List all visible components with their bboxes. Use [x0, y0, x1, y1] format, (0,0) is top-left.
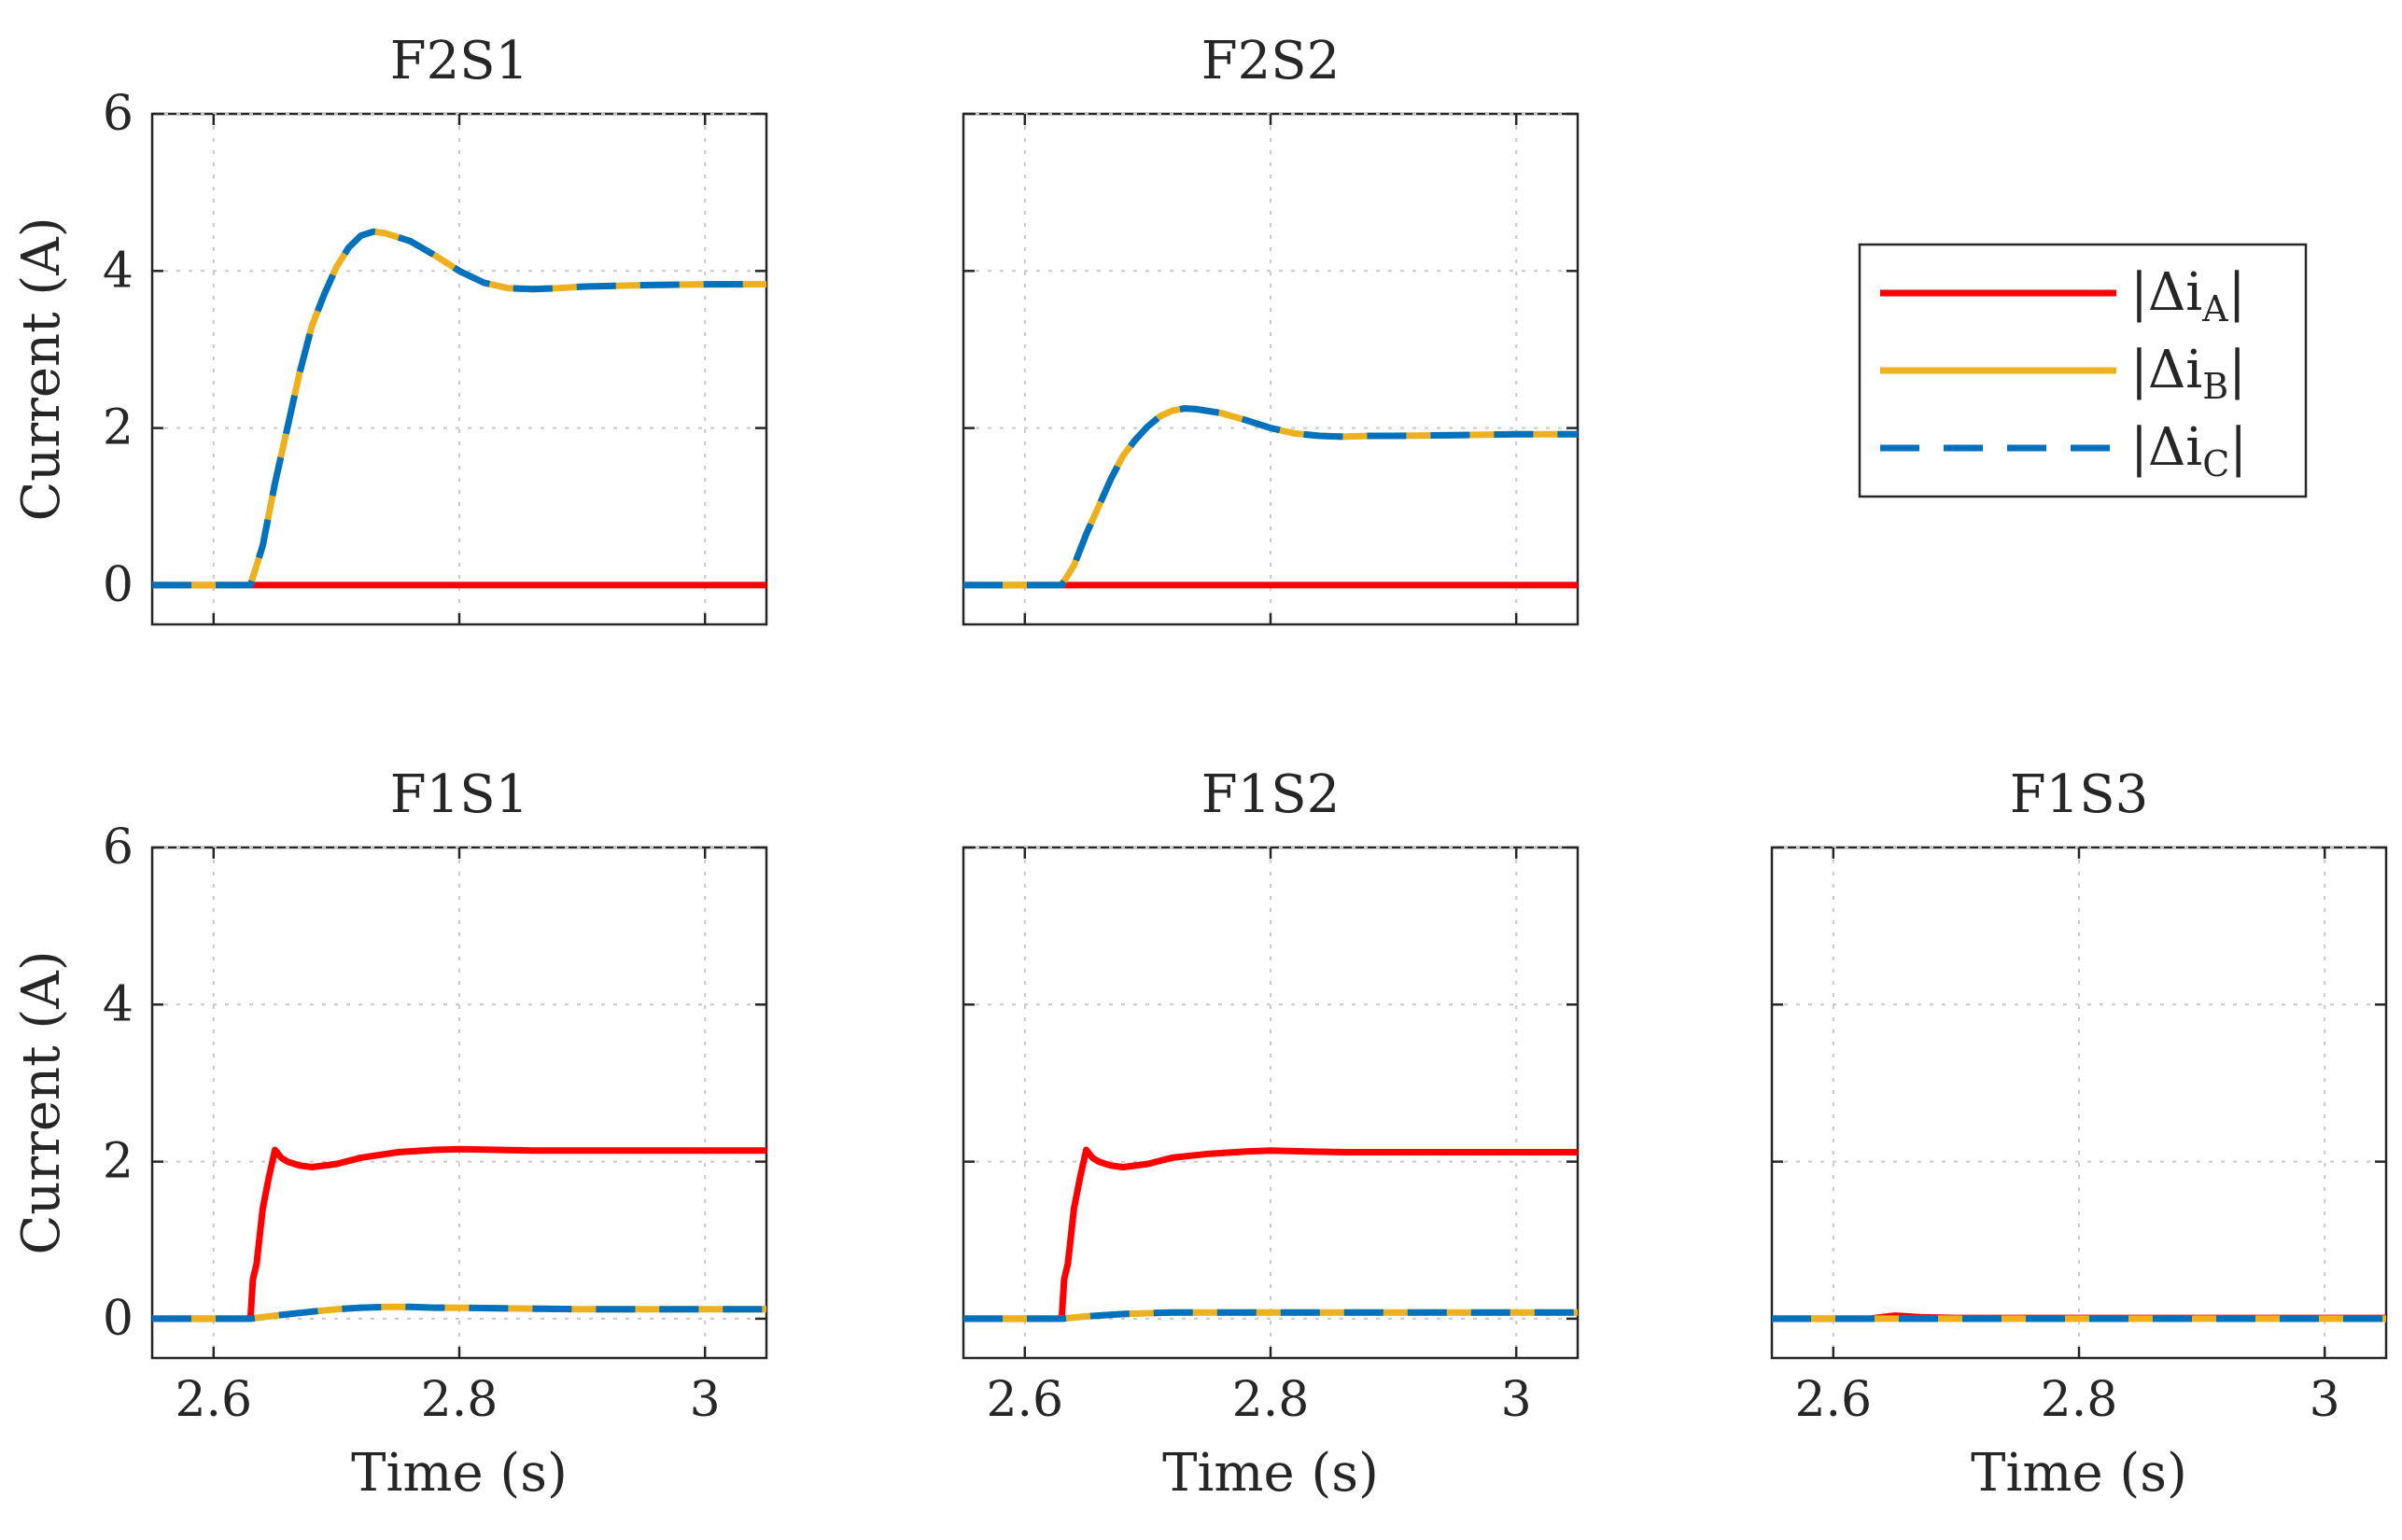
x-tick-label: 2.8 [1232, 1372, 1310, 1428]
y-axis-label: Current (A) [11, 950, 72, 1254]
legend-label-subscript: C [2202, 443, 2229, 484]
subplot-f2s2: F2S2 [962, 31, 1580, 626]
subplot-f1s3: F1S3 2.6 2.8 3 Time (s) [1770, 764, 2388, 1504]
subplot-grid: F2S1 0 2 4 6 Current (A) F2S2 F1S1 0 2 4 6 Current (… [11, 31, 2388, 1504]
x-tick-label: 2.8 [421, 1372, 499, 1428]
legend-label-subscript: B [2202, 366, 2228, 407]
series-line-ia [963, 1146, 1578, 1323]
legend-label-close: | [2228, 262, 2246, 323]
y-tick-label: 6 [103, 819, 133, 875]
legend-label-base: |Δi [2130, 340, 2202, 400]
legend-label-close: | [2228, 340, 2246, 400]
y-tick-label: 4 [103, 976, 133, 1032]
series-group [963, 405, 1578, 589]
legend-label-close: | [2229, 417, 2247, 478]
x-axis-label: Time (s) [351, 1443, 568, 1504]
x-tick-label: 3 [1501, 1372, 1532, 1428]
x-tick-label: 3 [2310, 1372, 2340, 1428]
series-line-ib [152, 228, 766, 589]
legend-label-a: |ΔiA| [2130, 262, 2246, 329]
subplot-title: F2S2 [1201, 31, 1340, 91]
x-tick-label: 3 [690, 1372, 721, 1428]
x-tick-label: 2.6 [1794, 1372, 1872, 1428]
x-tick-label: 2.6 [986, 1372, 1063, 1428]
y-tick-label: 4 [103, 243, 133, 299]
y-tick-label: 2 [103, 1134, 133, 1190]
legend-label-base: |Δi [2130, 262, 2202, 323]
series-line-ia [152, 1145, 766, 1323]
y-axis-label: Current (A) [11, 217, 72, 521]
y-tick-label: 6 [103, 86, 133, 142]
subplot-title: F1S1 [390, 764, 528, 825]
x-axis-label: Time (s) [1162, 1443, 1379, 1504]
series-line-ic [152, 1303, 766, 1323]
series-line-ic [963, 405, 1578, 589]
series-line-ib [963, 1309, 1578, 1323]
series-group [963, 1146, 1578, 1323]
y-tick-label: 0 [103, 557, 133, 613]
subplot-f1s1: F1S1 0 2 4 6 Current (A) 2.6 2.8 3 Time (s) [11, 764, 768, 1504]
x-tick-label: 2.6 [175, 1372, 252, 1428]
series-group [1772, 1312, 2386, 1323]
subplot-f1s2: F1S2 2.6 2.8 3 Time (s) [962, 764, 1580, 1504]
legend-label-c: |ΔiC| [2130, 417, 2247, 484]
y-tick-label: 2 [103, 400, 133, 456]
series-group [152, 228, 766, 589]
y-tick-label: 0 [103, 1291, 133, 1347]
legend-label-b: |ΔiB| [2130, 340, 2246, 407]
subplot-f2s1: F2S1 0 2 4 6 Current (A) [11, 31, 768, 626]
legend-label-base: |Δi [2130, 417, 2202, 478]
legend: |ΔiA||ΔiB||ΔiC| [1858, 243, 2308, 498]
subplot-title: F2S1 [390, 31, 528, 91]
x-tick-label: 2.8 [2041, 1372, 2118, 1428]
subplot-title: F1S3 [2010, 764, 2148, 825]
x-axis-label: Time (s) [1971, 1443, 2187, 1504]
legend-label-subscript: A [2201, 288, 2228, 329]
series-group [152, 1145, 766, 1323]
subplot-title: F1S2 [1201, 764, 1340, 825]
